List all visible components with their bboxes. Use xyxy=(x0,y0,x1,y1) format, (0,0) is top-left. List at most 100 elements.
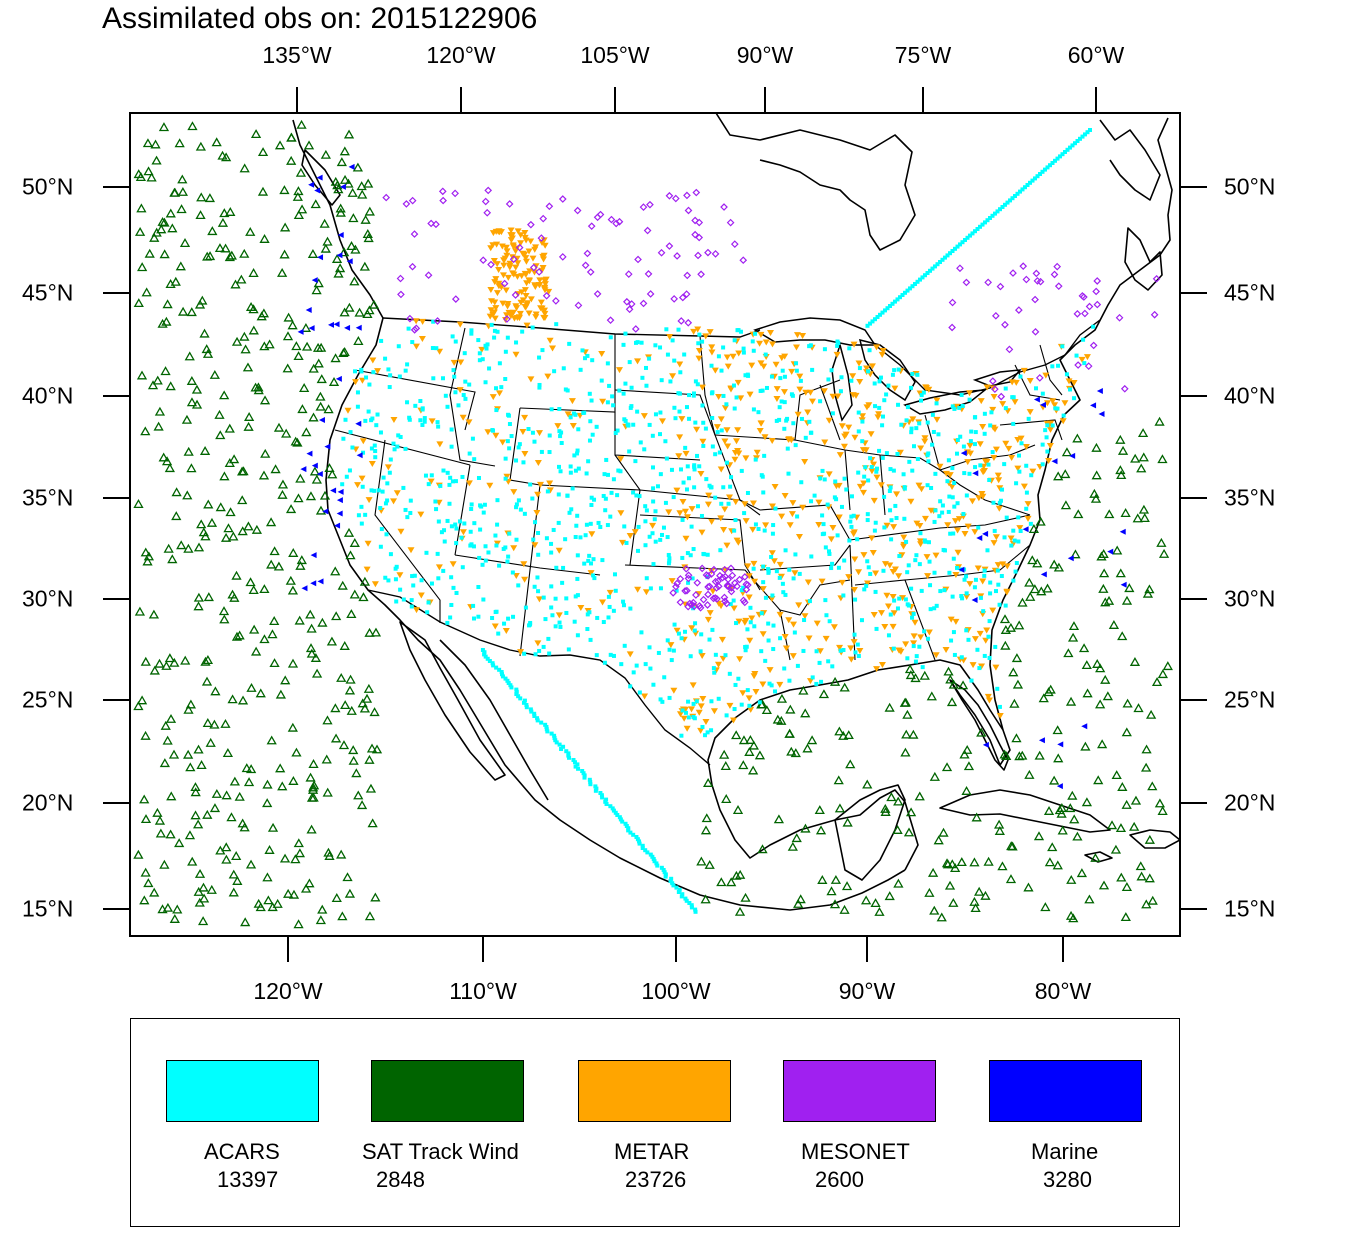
marine-marker xyxy=(310,580,317,587)
acars-marker xyxy=(454,590,459,595)
mesonet-marker xyxy=(1009,269,1017,277)
sat-track-wind-marker xyxy=(202,348,214,358)
acars-marker xyxy=(919,393,924,398)
acars-marker xyxy=(505,439,510,444)
sat-track-wind-marker xyxy=(196,519,207,529)
sat-track-wind-marker xyxy=(1110,844,1122,854)
acars-marker xyxy=(650,531,655,536)
mesonet-marker xyxy=(433,317,442,325)
mesonet-marker xyxy=(627,300,636,308)
metar-marker xyxy=(735,350,743,357)
acars-marker xyxy=(713,452,718,457)
acars-marker xyxy=(452,374,457,379)
acars-marker xyxy=(589,398,594,403)
sat-track-wind-marker xyxy=(901,729,912,739)
acars-marker xyxy=(506,616,511,621)
sat-track-wind-marker xyxy=(245,577,256,587)
acars-marker xyxy=(588,521,593,526)
acars-marker xyxy=(835,533,840,538)
mesonet-marker xyxy=(669,588,678,597)
mesonet-marker xyxy=(1150,310,1159,319)
acars-marker xyxy=(741,346,746,351)
metar-marker xyxy=(517,649,525,656)
sat-track-wind-marker xyxy=(186,375,197,385)
acars-marker xyxy=(549,584,554,589)
acars-marker xyxy=(860,419,865,424)
acars-marker xyxy=(982,431,987,436)
metar-marker xyxy=(781,493,789,500)
acars-marker xyxy=(408,510,413,515)
metar-marker xyxy=(955,516,963,523)
acars-marker xyxy=(969,429,974,434)
metar-marker xyxy=(860,480,868,487)
acars-marker xyxy=(878,375,883,380)
acars-marker xyxy=(748,620,753,625)
sat-track-wind-marker xyxy=(361,693,373,703)
metar-marker xyxy=(924,573,932,580)
legend-label: METAR xyxy=(614,1139,690,1164)
mesonet-marker xyxy=(740,598,749,607)
acars-marker xyxy=(648,852,653,857)
acars-marker xyxy=(604,797,609,802)
metar-marker xyxy=(742,617,750,624)
acars-marker xyxy=(928,583,933,588)
acars-marker xyxy=(809,499,814,504)
metar-marker xyxy=(503,248,511,255)
acars-marker xyxy=(388,552,393,557)
sat-track-wind-marker xyxy=(900,747,911,757)
metar-marker xyxy=(508,235,516,242)
acars-marker xyxy=(651,499,656,504)
sat-track-wind-marker xyxy=(874,906,885,916)
sat-track-wind-marker xyxy=(787,841,798,851)
sat-track-wind-marker xyxy=(214,409,225,419)
sat-track-wind-marker xyxy=(1065,910,1077,920)
acars-marker xyxy=(481,597,486,602)
acars-marker xyxy=(505,559,510,564)
metar-marker xyxy=(942,646,950,653)
sat-track-wind-marker xyxy=(358,592,369,602)
mesonet-marker xyxy=(727,564,735,573)
sat-track-wind-marker xyxy=(136,203,147,213)
metar-marker xyxy=(717,466,725,473)
sat-track-wind-marker xyxy=(237,495,248,505)
acars-marker xyxy=(379,527,384,532)
sat-track-wind-marker xyxy=(193,744,204,754)
sat-track-wind-marker xyxy=(363,683,375,693)
acars-marker xyxy=(770,531,775,536)
mesonet-marker xyxy=(1054,282,1063,291)
sat-track-wind-marker xyxy=(293,210,304,220)
mesonet-marker xyxy=(408,262,417,271)
mesonet-marker xyxy=(991,385,999,394)
metar-marker xyxy=(979,493,987,500)
acars-marker xyxy=(680,555,685,560)
sat-track-wind-marker xyxy=(195,210,206,220)
acars-marker xyxy=(566,753,571,758)
acars-marker xyxy=(950,466,955,471)
acars-marker xyxy=(693,907,698,912)
acars-marker xyxy=(930,412,935,417)
acars-marker xyxy=(460,474,465,479)
acars-marker xyxy=(591,557,596,562)
acars-marker xyxy=(407,417,412,422)
acars-marker xyxy=(449,575,454,580)
acars-marker xyxy=(783,548,788,553)
acars-marker xyxy=(586,558,591,563)
acars-marker xyxy=(677,409,682,414)
sat-track-wind-marker xyxy=(286,155,297,165)
acars-marker xyxy=(485,342,490,347)
acars-marker xyxy=(1038,172,1042,176)
sat-track-wind-marker xyxy=(221,790,232,800)
acars-marker xyxy=(406,326,411,331)
acars-marker xyxy=(847,346,852,351)
sat-track-wind-marker xyxy=(224,252,235,262)
marine-marker xyxy=(305,307,312,314)
acars-marker xyxy=(671,883,676,888)
metar-marker xyxy=(951,518,959,525)
acars-marker xyxy=(864,583,869,588)
acars-marker xyxy=(771,647,776,652)
metar-marker xyxy=(804,409,812,416)
sat-track-wind-marker xyxy=(186,397,198,407)
acars-marker xyxy=(570,486,575,491)
acars-marker xyxy=(951,630,956,635)
sat-track-wind-marker xyxy=(335,207,346,217)
